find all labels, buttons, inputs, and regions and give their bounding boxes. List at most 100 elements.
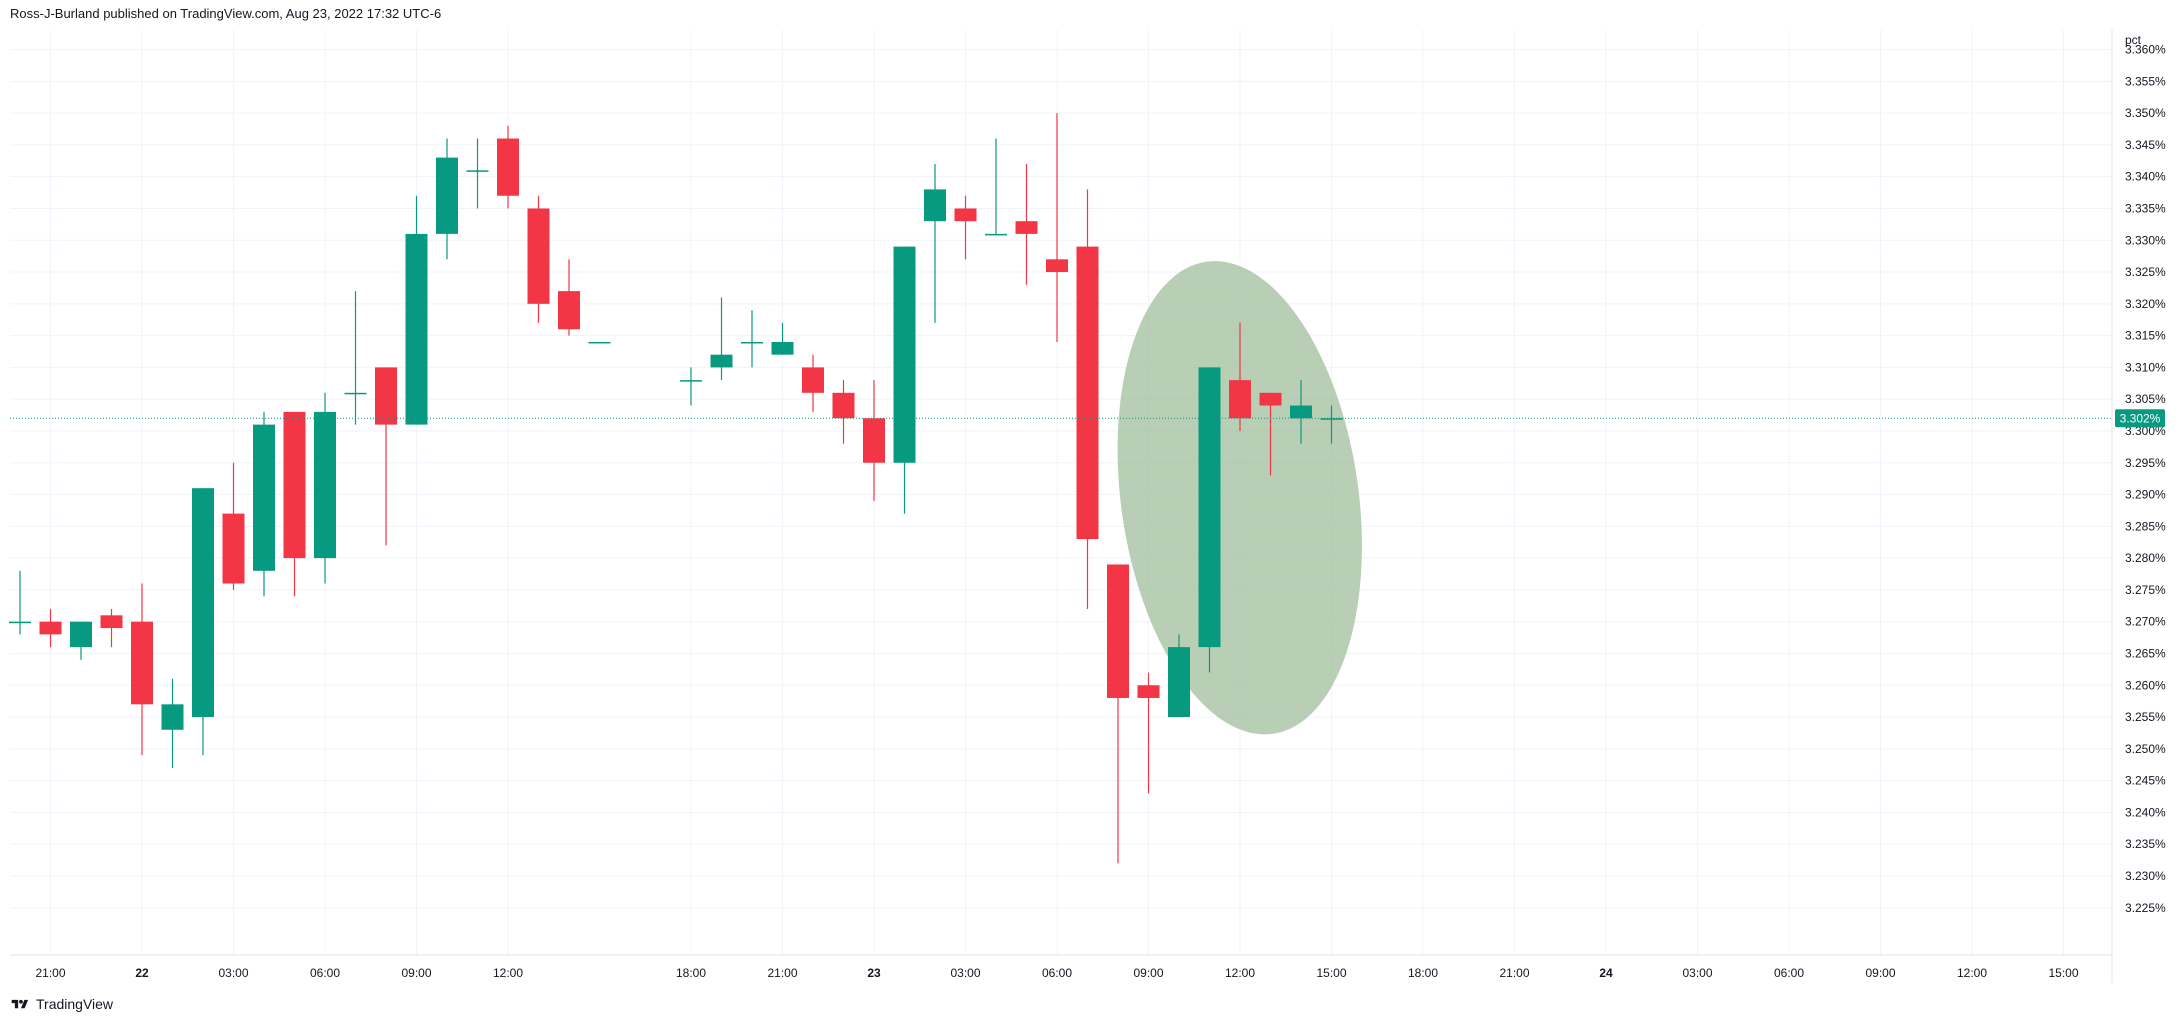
- candle-body: [1290, 405, 1312, 419]
- candle-body: [1015, 221, 1038, 234]
- candle-up: [1168, 634, 1190, 718]
- y-tick-label: 3.310%: [2125, 360, 2166, 374]
- candle-body: [344, 392, 367, 395]
- candle-body: [924, 189, 946, 222]
- candle-body: [558, 291, 580, 330]
- y-tick-label: 3.320%: [2125, 297, 2166, 311]
- candle-body: [1320, 418, 1343, 420]
- y-tick-label: 3.315%: [2125, 329, 2166, 343]
- price-label-background: [2115, 409, 2165, 428]
- x-tick-label: 06:00: [1774, 966, 1804, 980]
- x-tick-label: 03:00: [1682, 966, 1712, 980]
- x-tick-label: 09:00: [1133, 966, 1163, 980]
- x-tick-label: 18:00: [1408, 966, 1438, 980]
- candle-body: [802, 367, 824, 393]
- y-tick-label: 3.270%: [2125, 615, 2166, 629]
- x-tick-label: 12:00: [493, 966, 523, 980]
- candle-body: [253, 424, 275, 571]
- candle-body: [405, 233, 428, 425]
- y-tick-label: 3.260%: [2125, 678, 2166, 692]
- y-tick-label: 3.265%: [2125, 646, 2166, 660]
- candle-down: [1076, 189, 1099, 609]
- x-tick-label: 06:00: [310, 966, 340, 980]
- candle-down: [527, 195, 550, 323]
- highlight-ellipse: [1117, 261, 1362, 735]
- candle-down: [802, 354, 824, 412]
- candle-up: [924, 163, 946, 323]
- tradingview-logo-icon: [10, 998, 30, 1011]
- x-tick-label: 12:00: [1225, 966, 1255, 980]
- candle-body: [283, 411, 306, 559]
- candle-body: [70, 621, 92, 648]
- y-tick-label: 3.340%: [2125, 170, 2166, 184]
- candle-body: [832, 392, 855, 419]
- candle-body: [1198, 367, 1221, 648]
- candle-body: [863, 418, 885, 463]
- x-tick-label: 15:00: [1316, 966, 1346, 980]
- x-tick-label: 18:00: [676, 966, 706, 980]
- candle-body: [771, 341, 794, 355]
- candle-down: [954, 195, 977, 260]
- candle-body: [375, 367, 397, 425]
- candle-down: [375, 367, 397, 546]
- candle-body: [985, 233, 1007, 236]
- candle-body: [39, 621, 62, 635]
- candle-down: [1015, 163, 1038, 285]
- x-axis[interactable]: 21:00 22 03:00 06:00 09:00 12:00 18:00 21:00 23 0…: [35, 966, 2078, 980]
- y-tick-label: 3.255%: [2125, 710, 2166, 724]
- y-tick-label: 3.345%: [2125, 138, 2166, 152]
- x-tick-label: 22: [135, 966, 149, 980]
- candle-body: [9, 621, 31, 624]
- candle-body: [1107, 564, 1129, 698]
- y-tick-label: 3.290%: [2125, 488, 2166, 502]
- candle-up: [9, 570, 31, 635]
- x-tick-label: 03:00: [218, 966, 248, 980]
- candle-body: [954, 208, 977, 222]
- candle-down: [863, 380, 885, 501]
- candle-up: [710, 297, 733, 381]
- y-tick-label: 3.300%: [2125, 424, 2166, 438]
- x-tick-label: 21:00: [1499, 966, 1529, 980]
- y-tick-label: 3.355%: [2125, 74, 2166, 88]
- y-tick-label: 3.295%: [2125, 456, 2166, 470]
- candle-down: [222, 462, 245, 590]
- candle-body: [436, 157, 458, 234]
- x-tick-label: 21:00: [767, 966, 797, 980]
- candle-body: [192, 488, 214, 718]
- y-axis[interactable]: 3.360% 3.355% 3.350% 3.345% 3.340% 3.335% 3.33…: [2125, 43, 2166, 915]
- candle-body: [741, 341, 763, 344]
- x-tick-label: 21:00: [35, 966, 65, 980]
- candle-up: [344, 291, 367, 425]
- annotation: [1117, 261, 1362, 735]
- candle-down: [558, 259, 580, 336]
- candle-up: [192, 488, 214, 756]
- y-axis-unit-label: pct: [2125, 33, 2142, 47]
- candle-up: [253, 411, 275, 597]
- candle-body: [527, 208, 550, 304]
- candle-down: [100, 608, 123, 648]
- candle-down: [497, 125, 519, 209]
- candle-body: [131, 621, 153, 705]
- candle-down: [1046, 113, 1068, 342]
- footer[interactable]: TradingView: [10, 996, 113, 1012]
- y-tick-label: 3.360%: [2125, 43, 2166, 57]
- y-tick-label: 3.275%: [2125, 583, 2166, 597]
- y-tick-label: 3.335%: [2125, 201, 2166, 215]
- x-tick-label: 09:00: [401, 966, 431, 980]
- candle-up: [893, 246, 916, 514]
- candle-down: [1137, 672, 1160, 794]
- candle-body: [161, 704, 184, 730]
- candles: [9, 113, 1343, 864]
- price-label-text: 3.302%: [2120, 411, 2161, 425]
- candle-down: [39, 608, 62, 648]
- candle-up: [405, 195, 428, 425]
- candle-up: [1290, 380, 1312, 444]
- y-tick-label: 3.285%: [2125, 519, 2166, 533]
- candle-down: [1259, 392, 1282, 476]
- y-tick-label: 3.325%: [2125, 265, 2166, 279]
- candle-body: [1076, 246, 1099, 540]
- candle-up: [588, 341, 611, 344]
- candle-body: [1168, 647, 1190, 718]
- candle-body: [893, 246, 916, 463]
